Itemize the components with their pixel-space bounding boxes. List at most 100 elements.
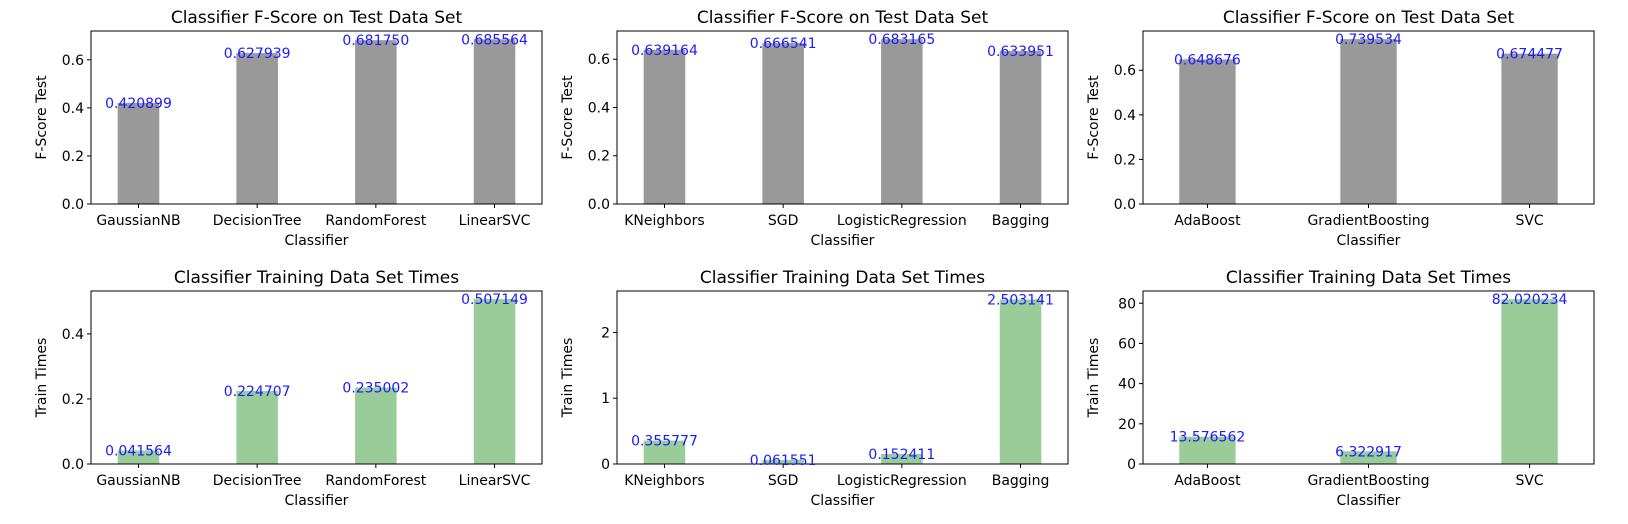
y-tick-label: 20 — [1118, 417, 1136, 433]
x-axis-label: Classifier — [285, 493, 349, 509]
x-tick-label: SVC — [1515, 213, 1543, 229]
y-tick-label: 0.4 — [62, 101, 84, 117]
y-tick-label: 0.4 — [62, 327, 84, 343]
axes-frame — [616, 290, 1069, 465]
data-label: 13.576562 — [1170, 430, 1246, 446]
chart-title: Classifier Training Data Set Times — [174, 268, 459, 288]
x-axis-label: Classifier — [1337, 493, 1401, 509]
y-tick-label: 0.0 — [1114, 197, 1136, 213]
y-axis-label: Train Times — [560, 338, 576, 419]
bar — [762, 459, 804, 464]
x-tick-label: LogisticRegression — [837, 473, 967, 489]
y-tick-label: 2 — [601, 325, 610, 341]
x-tick-label: DecisionTree — [213, 213, 302, 229]
bar — [881, 39, 923, 204]
axes-frame — [90, 290, 543, 465]
x-tick-label: GaussianNB — [96, 473, 180, 489]
x-axis-label: Classifier — [1337, 233, 1401, 249]
y-tick-label: 60 — [1118, 336, 1136, 352]
data-label: 0.739534 — [1335, 32, 1402, 48]
data-label: 0.681750 — [342, 33, 409, 49]
x-tick-label: LinearSVC — [459, 473, 531, 489]
data-label: 0.685564 — [461, 32, 528, 48]
x-tick-label: RandomForest — [325, 213, 426, 229]
y-tick-label: 0.0 — [62, 197, 84, 213]
y-tick-label: 0.6 — [1114, 63, 1136, 79]
y-tick-label: 0.0 — [62, 457, 84, 473]
bar — [999, 51, 1042, 204]
data-label: 0.355777 — [631, 434, 698, 450]
y-tick-label: 1 — [601, 391, 610, 407]
x-tick-label: RandomForest — [325, 473, 426, 489]
bar — [1179, 436, 1236, 464]
x-tick-label: Bagging — [992, 473, 1050, 489]
data-label: 0.674477 — [1496, 47, 1563, 63]
data-label: 0.235002 — [342, 381, 409, 397]
chart-panel-5: 0 1 2 KNeighbors SGD LogisticRegression Baggin… — [560, 268, 1069, 509]
x-axis-label: Classifier — [285, 233, 349, 249]
data-label: 0.041564 — [105, 443, 172, 459]
bar — [881, 453, 923, 464]
x-tick-label: Bagging — [992, 213, 1050, 229]
bar — [117, 102, 160, 204]
bar — [1179, 59, 1236, 204]
data-label: 0.061551 — [750, 453, 817, 469]
x-tick-label: SVC — [1515, 473, 1543, 489]
bar — [762, 43, 804, 205]
x-tick-label: DecisionTree — [213, 473, 302, 489]
chart-panel-4: 0.0 0.2 0.4 GaussianNB DecisionTree RandomFor… — [34, 268, 543, 509]
data-label: 2.503141 — [987, 292, 1054, 308]
y-tick-label: 0.2 — [62, 392, 84, 408]
y-tick-label: 0.2 — [62, 149, 84, 165]
y-tick-label: 0.0 — [588, 197, 610, 213]
x-tick-label: LogisticRegression — [837, 213, 967, 229]
bar — [117, 450, 160, 464]
data-label: 0.627939 — [224, 46, 291, 62]
y-tick-label: 40 — [1118, 377, 1136, 393]
bar — [1340, 451, 1397, 464]
y-axis-label: F-Score Test — [560, 75, 576, 160]
x-tick-label: GradientBoosting — [1307, 473, 1429, 489]
y-tick-label: 0.2 — [1114, 152, 1136, 168]
bar — [355, 40, 397, 204]
axes-frame — [90, 30, 543, 205]
y-axis-label: F-Score Test — [1086, 75, 1102, 160]
axes-frame — [616, 30, 1069, 205]
data-label: 0.633951 — [987, 44, 1054, 60]
x-tick-label: GaussianNB — [96, 213, 180, 229]
bar — [999, 299, 1042, 464]
x-tick-label: KNeighbors — [624, 213, 704, 229]
bar — [1501, 53, 1558, 205]
x-tick-label: SGD — [768, 213, 799, 229]
data-label: 82.020234 — [1492, 292, 1568, 308]
x-axis-label: Classifier — [811, 493, 875, 509]
y-tick-label: 0.4 — [588, 100, 610, 116]
chart-title: Classifier F-Score on Test Data Set — [1223, 8, 1515, 28]
x-tick-label: AdaBoost — [1174, 213, 1241, 229]
bar — [1501, 299, 1558, 464]
x-tick-label: LinearSVC — [459, 213, 531, 229]
data-label: 0.683165 — [868, 32, 935, 48]
bar — [643, 49, 686, 204]
chart-panel-3: 0.0 0.2 0.4 0.6 AdaBoost GradientBoosting SVC 0… — [1086, 8, 1595, 249]
data-label: 0.648676 — [1174, 52, 1241, 68]
chart-title: Classifier F-Score on Test Data Set — [171, 8, 463, 28]
y-tick-label: 0.6 — [62, 53, 84, 69]
chart-title: Classifier Training Data Set Times — [700, 268, 985, 288]
y-tick-label: 0.4 — [1114, 108, 1136, 124]
y-tick-label: 0 — [601, 457, 610, 473]
data-label: 0.152411 — [868, 447, 935, 463]
y-tick-label: 0 — [1127, 457, 1136, 473]
x-tick-label: AdaBoost — [1174, 473, 1241, 489]
chart-panel-2: 0.0 0.2 0.4 0.6 KNeighbors SGD LogisticRegress… — [560, 8, 1069, 249]
data-label: 0.639164 — [631, 43, 698, 59]
y-axis-label: F-Score Test — [34, 75, 50, 160]
bar — [355, 387, 397, 464]
bar — [236, 53, 278, 205]
y-axis-label: Train Times — [34, 338, 50, 419]
x-tick-label: KNeighbors — [624, 473, 704, 489]
bar — [1340, 39, 1397, 204]
data-label: 0.420899 — [105, 96, 172, 112]
chart-panel-1: 0.0 0.2 0.4 0.6 GaussianNB DecisionTree Random… — [34, 8, 543, 249]
